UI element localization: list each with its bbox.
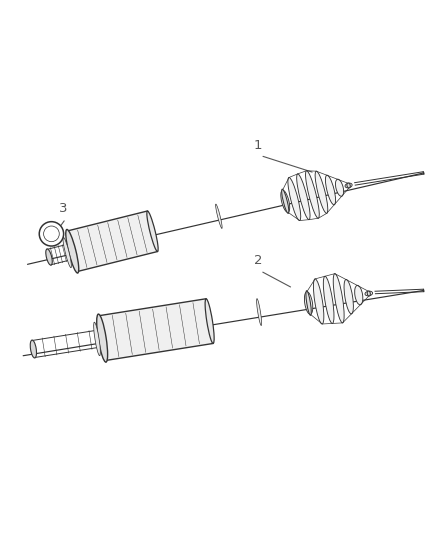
Ellipse shape (323, 276, 334, 324)
Ellipse shape (151, 225, 155, 237)
Ellipse shape (282, 189, 289, 213)
Ellipse shape (347, 183, 350, 188)
Ellipse shape (345, 183, 352, 188)
Polygon shape (99, 298, 213, 360)
Ellipse shape (307, 296, 310, 310)
Ellipse shape (355, 285, 363, 305)
Text: 3: 3 (60, 202, 68, 215)
Ellipse shape (94, 322, 100, 356)
Ellipse shape (325, 175, 336, 205)
Ellipse shape (205, 298, 214, 343)
Ellipse shape (297, 174, 310, 220)
Polygon shape (67, 211, 158, 271)
Ellipse shape (97, 314, 108, 362)
Ellipse shape (344, 279, 353, 314)
Ellipse shape (315, 171, 328, 213)
Ellipse shape (333, 273, 344, 323)
Ellipse shape (39, 222, 64, 246)
Ellipse shape (365, 291, 373, 296)
Ellipse shape (281, 190, 290, 212)
Ellipse shape (423, 289, 424, 292)
Ellipse shape (147, 211, 158, 252)
Ellipse shape (304, 292, 313, 314)
Text: 2: 2 (254, 254, 262, 268)
Ellipse shape (314, 279, 324, 324)
Text: 1: 1 (254, 139, 262, 152)
Ellipse shape (46, 249, 52, 265)
Ellipse shape (336, 179, 344, 196)
Ellipse shape (66, 229, 79, 273)
Ellipse shape (306, 290, 311, 316)
Ellipse shape (63, 237, 71, 268)
Ellipse shape (283, 195, 287, 207)
Ellipse shape (208, 314, 212, 328)
Ellipse shape (215, 204, 222, 229)
Ellipse shape (306, 171, 319, 219)
Ellipse shape (367, 291, 371, 296)
Ellipse shape (423, 172, 424, 174)
Ellipse shape (30, 340, 36, 358)
Ellipse shape (288, 177, 301, 221)
Ellipse shape (257, 298, 261, 326)
Ellipse shape (44, 226, 59, 241)
